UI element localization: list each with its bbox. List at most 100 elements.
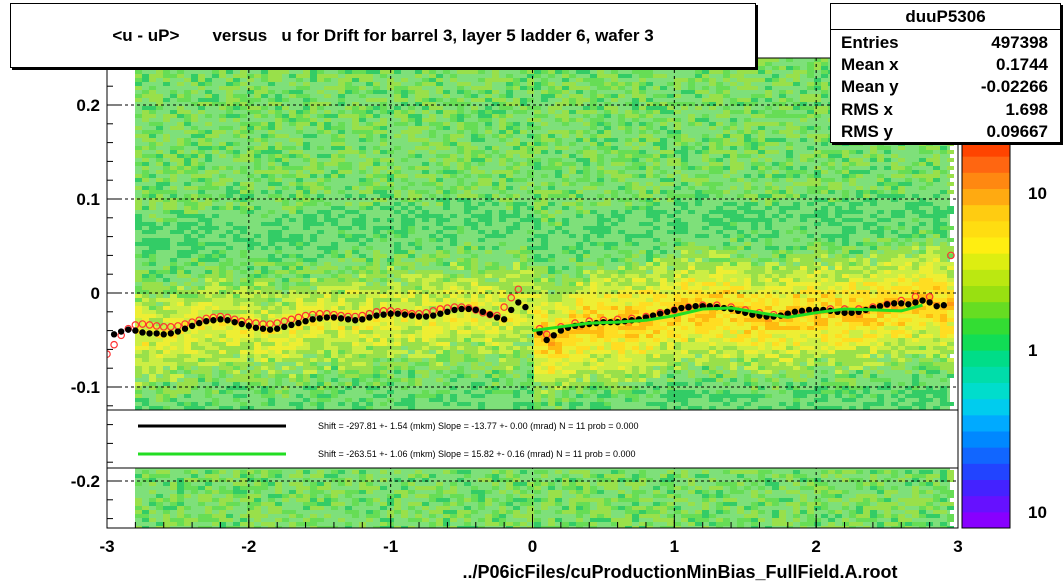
- heatmap-cell: [485, 334, 492, 338]
- heatmap-cell: [380, 294, 387, 298]
- heatmap-cell: [240, 98, 247, 102]
- heatmap-cell: [499, 358, 506, 362]
- heatmap-cell: [338, 362, 345, 366]
- heatmap-cell: [198, 518, 205, 522]
- heatmap-cell: [296, 354, 303, 358]
- heatmap-cell: [247, 174, 254, 178]
- heatmap-cell: [401, 378, 408, 382]
- heatmap-cell: [436, 506, 443, 510]
- heatmap-cell: [380, 298, 387, 302]
- heatmap-cell: [317, 342, 324, 346]
- heatmap-cell: [625, 74, 632, 78]
- heatmap-cell: [492, 514, 499, 518]
- heatmap-cell: [464, 470, 471, 474]
- heatmap-cell: [583, 178, 590, 182]
- heatmap-cell: [359, 234, 366, 238]
- heatmap-cell: [338, 286, 345, 290]
- heatmap-cell: [247, 510, 254, 514]
- heatmap-cell: [527, 378, 534, 382]
- heatmap-cell: [177, 286, 184, 290]
- heatmap-cell: [611, 474, 618, 478]
- heatmap-cell: [177, 342, 184, 346]
- heatmap-cell: [380, 198, 387, 202]
- heatmap-cell: [254, 358, 261, 362]
- heatmap-cell: [555, 146, 562, 150]
- heatmap-cell: [135, 74, 142, 78]
- heatmap-cell: [317, 486, 324, 490]
- heatmap-cell: [163, 474, 170, 478]
- heatmap-cell: [324, 366, 331, 370]
- heatmap-cell: [422, 374, 429, 378]
- heatmap-cell: [261, 286, 268, 290]
- heatmap-cell: [282, 66, 289, 70]
- heatmap-cell: [408, 274, 415, 278]
- heatmap-cell: [541, 166, 548, 170]
- heatmap-cell: [408, 190, 415, 194]
- heatmap-cell: [387, 174, 394, 178]
- heatmap-cell: [373, 66, 380, 70]
- heatmap-cell: [156, 406, 163, 410]
- heatmap-cell: [345, 282, 352, 286]
- heatmap-cell: [415, 370, 422, 374]
- heatmap-cell: [520, 110, 527, 114]
- heatmap-cell: [289, 278, 296, 282]
- heatmap-cell: [457, 318, 464, 322]
- heatmap-cell: [471, 254, 478, 258]
- heatmap-cell: [240, 122, 247, 126]
- heatmap-cell: [499, 242, 506, 246]
- heatmap-cell: [429, 322, 436, 326]
- heatmap-cell: [184, 486, 191, 490]
- heatmap-cell: [548, 294, 555, 298]
- heatmap-cell: [296, 126, 303, 130]
- heatmap-cell: [310, 102, 317, 106]
- heatmap-cell: [268, 166, 275, 170]
- heatmap-cell: [184, 282, 191, 286]
- heatmap-cell: [170, 206, 177, 210]
- heatmap-cell: [240, 202, 247, 206]
- heatmap-cell: [331, 142, 338, 146]
- heatmap-cell: [296, 342, 303, 346]
- heatmap-cell: [366, 358, 373, 362]
- heatmap-cell: [506, 202, 513, 206]
- heatmap-cell: [205, 394, 212, 398]
- heatmap-cell: [576, 306, 583, 310]
- heatmap-cell: [247, 514, 254, 518]
- heatmap-cell: [135, 298, 142, 302]
- heatmap-cell: [513, 82, 520, 86]
- heatmap-cell: [233, 182, 240, 186]
- heatmap-cell: [562, 474, 569, 478]
- heatmap-cell: [576, 330, 583, 334]
- heatmap-cell: [345, 526, 352, 528]
- heatmap-cell: [268, 210, 275, 214]
- heatmap-cell: [184, 290, 191, 294]
- heatmap-cell: [219, 102, 226, 106]
- heatmap-cell: [205, 290, 212, 294]
- heatmap-cell: [618, 374, 625, 378]
- heatmap-cell: [632, 174, 639, 178]
- heatmap-cell: [254, 310, 261, 314]
- heatmap-cell: [576, 118, 583, 122]
- heatmap-cell: [331, 366, 338, 370]
- heatmap-cell: [415, 318, 422, 322]
- heatmap-cell: [415, 278, 422, 282]
- heatmap-cell: [331, 282, 338, 286]
- heatmap-cell: [576, 338, 583, 342]
- heatmap-cell: [597, 94, 604, 98]
- heatmap-cell: [345, 78, 352, 82]
- heatmap-cell: [464, 322, 471, 326]
- heatmap-cell: [415, 154, 422, 158]
- heatmap-cell: [310, 314, 317, 318]
- heatmap-cell: [352, 290, 359, 294]
- heatmap-cell: [338, 350, 345, 354]
- heatmap-cell: [233, 78, 240, 82]
- heatmap-cell: [457, 298, 464, 302]
- heatmap-cell: [317, 78, 324, 82]
- heatmap-cell: [534, 370, 541, 374]
- heatmap-cell: [380, 142, 387, 146]
- heatmap-cell: [310, 358, 317, 362]
- heatmap-cell: [142, 190, 149, 194]
- heatmap-cell: [345, 382, 352, 386]
- heatmap-cell: [142, 478, 149, 482]
- heatmap-cell: [135, 318, 142, 322]
- heatmap-cell: [289, 74, 296, 78]
